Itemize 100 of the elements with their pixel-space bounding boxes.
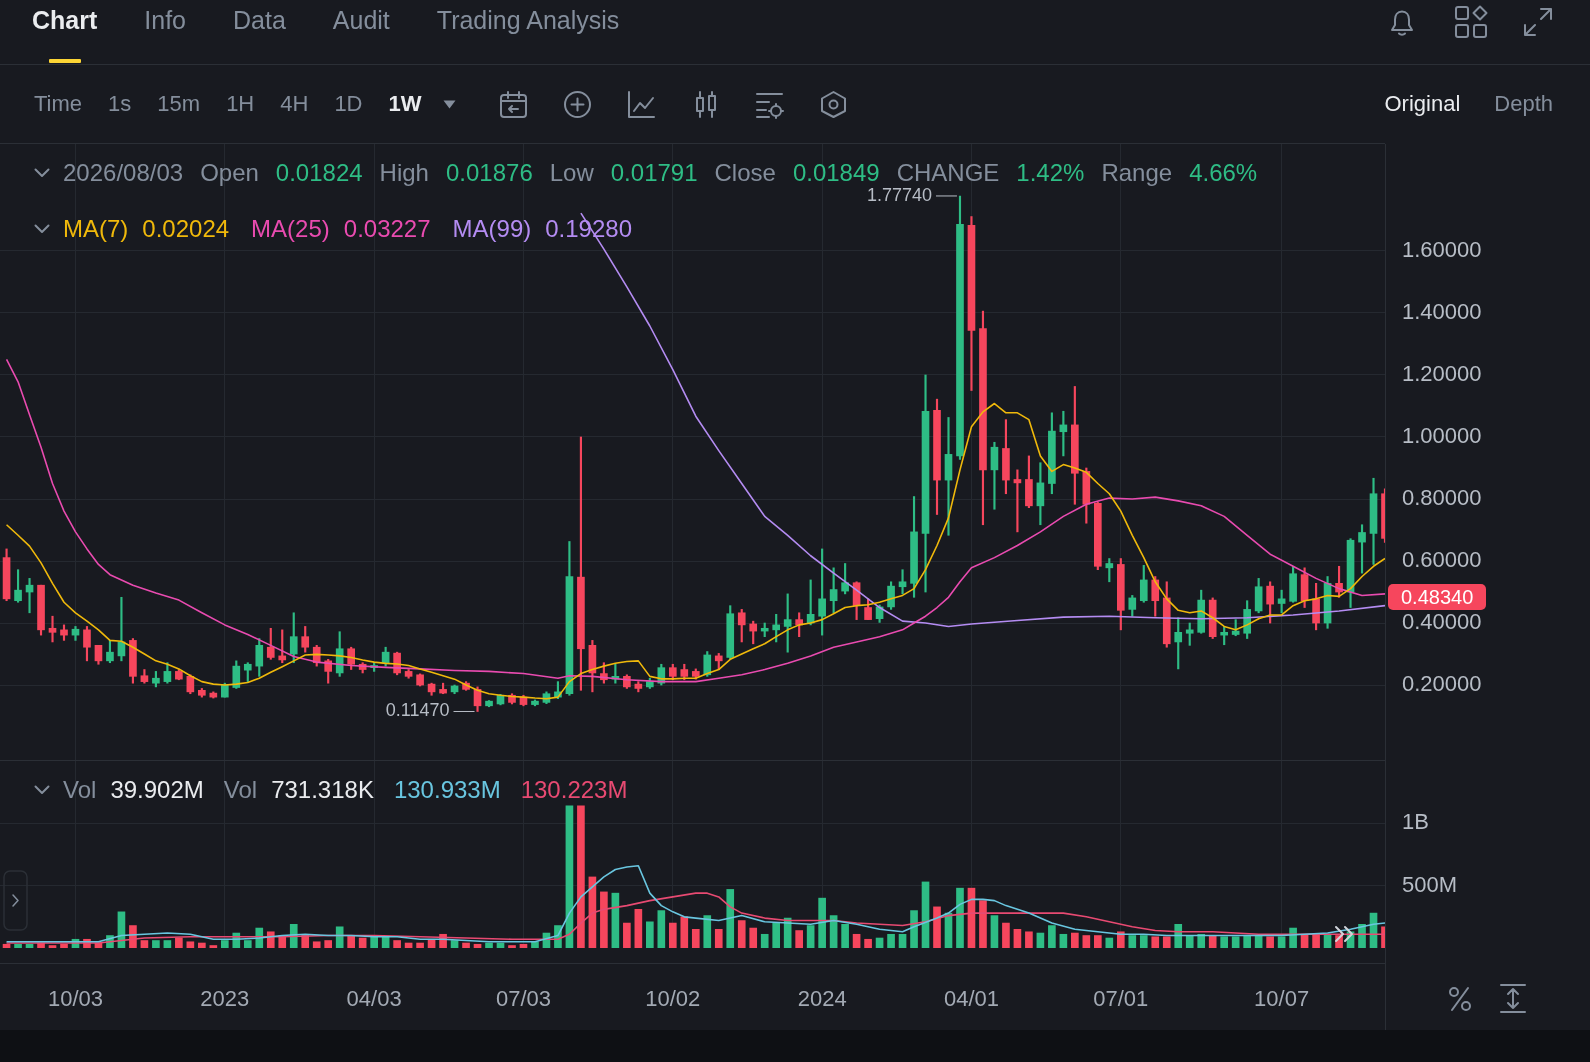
bar xyxy=(772,922,781,948)
bar xyxy=(462,942,470,948)
bar xyxy=(691,928,700,948)
bar xyxy=(979,900,987,948)
bar xyxy=(25,943,34,948)
x-tick-label: 07/03 xyxy=(495,986,552,1012)
bar xyxy=(634,909,643,948)
annotation: 130.933M xyxy=(393,776,501,804)
x-tick-label: 07/01 xyxy=(1093,986,1149,1012)
bar xyxy=(668,922,677,948)
y-tick-label: 0.40000 xyxy=(1402,609,1482,635)
text: MA(25) xyxy=(251,215,330,243)
y-tick-label: 1.40000 xyxy=(1402,299,1482,325)
text: 1s xyxy=(108,91,132,117)
x-tick-label: 10/02 xyxy=(645,986,701,1012)
bar xyxy=(990,915,999,948)
bar xyxy=(1048,925,1056,948)
x-tick-label: 10/03 xyxy=(47,986,104,1012)
bar xyxy=(1312,933,1320,948)
text: Data xyxy=(233,5,286,35)
bar xyxy=(956,887,964,948)
text: Info xyxy=(144,5,186,35)
bar xyxy=(473,943,482,948)
bar xyxy=(175,937,183,948)
annotation: 0.02024 xyxy=(142,215,230,243)
bar xyxy=(910,910,918,948)
y-tick-label: 1.20000 xyxy=(1402,361,1482,387)
text: Depth xyxy=(1494,91,1553,117)
x-tick-label: 04/01 xyxy=(943,986,999,1012)
bar xyxy=(1220,936,1229,948)
bar xyxy=(2,943,11,948)
bar xyxy=(1036,932,1045,948)
bar xyxy=(1185,935,1194,948)
bar xyxy=(657,910,666,948)
bar xyxy=(737,920,746,948)
text: MA(7) xyxy=(63,215,129,243)
bar xyxy=(1025,931,1033,948)
text: Trading Analysis xyxy=(436,5,620,35)
bar xyxy=(1151,936,1160,948)
text: Audit xyxy=(332,5,390,35)
bar xyxy=(1208,935,1217,948)
y-tick-label: 1B xyxy=(1402,809,1429,835)
bar xyxy=(795,930,803,948)
bar xyxy=(749,927,758,948)
annotation: Vol xyxy=(63,776,97,804)
y-tick-label: 0.80000 xyxy=(1402,485,1482,511)
bar xyxy=(243,940,252,948)
bar xyxy=(726,889,735,948)
bar xyxy=(312,941,321,948)
bar xyxy=(600,891,608,948)
bar xyxy=(1266,936,1274,948)
bar xyxy=(623,922,631,948)
bar xyxy=(1105,937,1114,948)
annotation: 731.318K xyxy=(271,776,374,804)
bar xyxy=(1197,933,1206,948)
bar xyxy=(852,933,861,948)
text: 4H xyxy=(280,91,309,117)
bar xyxy=(1162,936,1171,948)
text: 1D xyxy=(334,91,363,117)
bar xyxy=(646,921,654,948)
bar xyxy=(416,942,424,948)
bar xyxy=(1243,935,1251,948)
text: Chart xyxy=(32,5,98,35)
annotation: 0.03227 xyxy=(343,215,431,243)
text: 0.48340 xyxy=(1388,584,1487,610)
x-tick-label: 10/07 xyxy=(1254,986,1310,1012)
bar xyxy=(887,933,895,948)
bar xyxy=(152,940,160,948)
y-tick-label: 1.60000 xyxy=(1402,237,1482,263)
text: Time xyxy=(34,91,83,117)
bar xyxy=(347,935,355,948)
bar xyxy=(864,938,872,948)
bar xyxy=(60,943,68,948)
x-tick-label: 2024 xyxy=(797,986,847,1012)
bar xyxy=(1059,933,1068,948)
bar xyxy=(1139,935,1148,948)
bar xyxy=(933,906,941,948)
bar xyxy=(760,933,769,948)
text: Original xyxy=(1384,91,1461,117)
annotation: 130.223M xyxy=(520,776,628,804)
text: 2026/08/03 Open 0.01824 High 0.01876 Low 0.01791 Close 0.01849 CHANGE 1.42% Range 4.66% xyxy=(63,159,1258,186)
bar xyxy=(841,923,849,948)
bar xyxy=(508,945,516,948)
y-tick-label: 1.00000 xyxy=(1402,423,1482,449)
bar xyxy=(186,941,195,948)
bar xyxy=(209,945,218,948)
y-tick-label: 0.60000 xyxy=(1402,547,1482,573)
y-tick-label: 500M xyxy=(1402,871,1458,897)
bar xyxy=(1071,932,1079,948)
text: MA(99) xyxy=(452,215,532,243)
bar xyxy=(519,943,528,948)
bar xyxy=(898,933,907,948)
bar xyxy=(577,805,585,948)
bar xyxy=(393,940,401,948)
bar xyxy=(324,940,333,948)
bar xyxy=(140,940,149,948)
text: 1H xyxy=(226,91,255,117)
annotation: 0.11470 xyxy=(385,700,450,721)
bar xyxy=(1128,935,1137,948)
bar xyxy=(806,925,815,948)
